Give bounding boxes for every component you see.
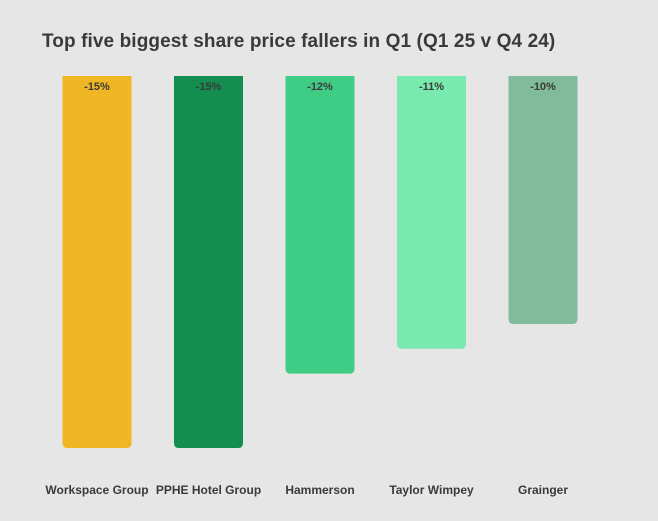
bar-pphe-hotel-group <box>174 76 243 448</box>
category-label: Workspace Group <box>45 483 148 497</box>
category-label: Taylor Wimpey <box>389 483 474 497</box>
bar-taylor-wimpey <box>397 76 466 349</box>
bar-hammerson <box>285 76 355 374</box>
data-label: -10% <box>530 81 556 93</box>
data-label: -12% <box>307 81 333 93</box>
data-label: -15% <box>84 81 110 93</box>
category-label: PPHE Hotel Group <box>156 483 261 497</box>
bar-workspace-group <box>62 76 132 448</box>
chart-title: Top five biggest share price fallers in … <box>42 31 556 52</box>
data-label: -15% <box>196 81 222 93</box>
data-label: -11% <box>419 81 444 93</box>
bar-grainger <box>508 76 578 324</box>
category-label: Hammerson <box>285 483 354 497</box>
category-label: Grainger <box>518 483 568 497</box>
